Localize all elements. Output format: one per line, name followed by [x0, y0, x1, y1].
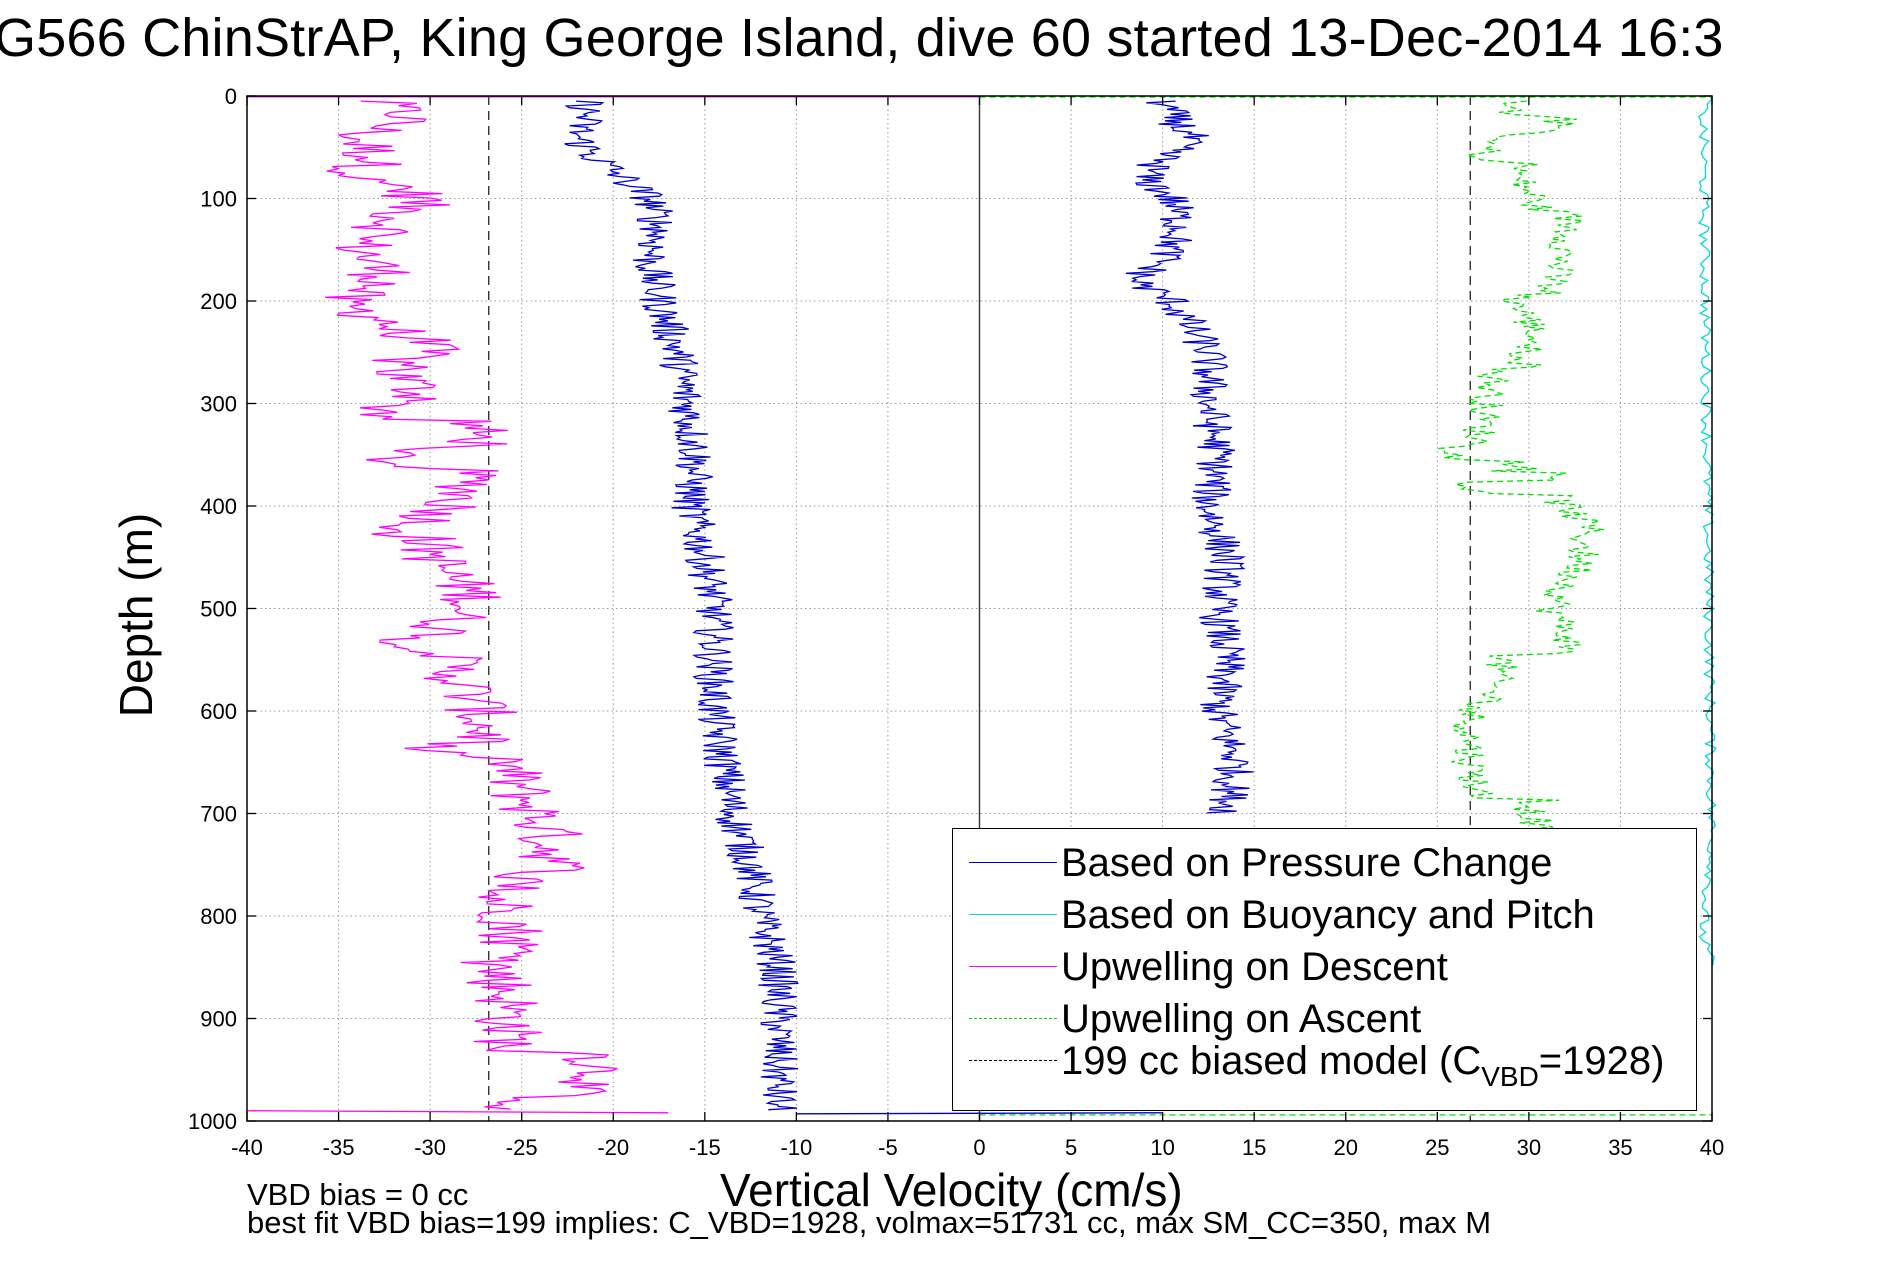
chart-title: G566 ChinStrAP, King George Island, dive… — [0, 8, 1724, 68]
x-tick-label: -35 — [323, 1135, 355, 1160]
legend-label-upwelling-ascent: Upwelling on Ascent — [1061, 997, 1422, 1041]
legend-item-model: 199 cc biased model (CVBD=1928) — [953, 1036, 1696, 1092]
x-axis-label: Vertical Velocity (cm/s) — [720, 1164, 1183, 1216]
legend-label-model-sub: VBD — [1481, 1061, 1539, 1092]
y-tick-label: 700 — [200, 802, 237, 827]
legend-label-model-prefix: 199 cc biased model (C — [1061, 1039, 1482, 1083]
legend-item-pressure: Based on Pressure Change — [953, 838, 1696, 888]
x-tick-label: 20 — [1334, 1135, 1358, 1160]
legend-swatch-model — [969, 1060, 1057, 1061]
legend-item-upwelling-descent: Upwelling on Descent — [953, 942, 1696, 992]
series-upwelling-descent — [325, 100, 618, 1110]
legend-item-buoyancy: Based on Buoyancy and Pitch — [953, 890, 1696, 940]
y-tick-label: 200 — [200, 289, 237, 314]
y-axis-label: Depth (m) — [110, 512, 162, 718]
x-tick-label: 40 — [1700, 1135, 1724, 1160]
y-tick-label: 800 — [200, 904, 237, 929]
x-tick-label: -40 — [231, 1135, 263, 1160]
legend-label-buoyancy: Based on Buoyancy and Pitch — [1061, 893, 1595, 937]
y-tick-label: 600 — [200, 699, 237, 724]
y-tick-label: 0 — [225, 84, 237, 109]
x-tick-label: 30 — [1517, 1135, 1541, 1160]
series-upwelling-descent-end — [246, 1110, 669, 1114]
legend-label-model-suffix: =1928) — [1538, 1039, 1665, 1083]
x-tick-label: -5 — [878, 1135, 898, 1160]
y-tick-label: 300 — [200, 392, 237, 417]
y-tick-label: 100 — [200, 187, 237, 212]
legend-label-upwelling-descent: Upwelling on Descent — [1061, 945, 1448, 989]
legend-swatch-upwelling-ascent — [969, 1018, 1057, 1019]
legend-swatch-buoyancy — [969, 914, 1057, 915]
y-tick-label: 500 — [200, 597, 237, 622]
legend-item-upwelling-ascent: Upwelling on Ascent — [953, 994, 1696, 1044]
legend-label-pressure: Based on Pressure Change — [1061, 841, 1553, 885]
series-pressure-ascent — [1125, 100, 1254, 814]
vbd-bias-footnote: VBD bias = 0 cc — [247, 1177, 469, 1212]
legend-label-model: 199 cc biased model (CVBD=1928) — [1061, 1036, 1664, 1102]
legend: Based on Pressure Change Based on Buoyan… — [952, 828, 1697, 1111]
x-tick-label: -25 — [506, 1135, 538, 1160]
axis-layer: -40 -35 -30 -25 -20 -15 -10 -5 0 5 10 15 20 25 30 35 400… — [188, 84, 1724, 1160]
y-tick-label: 400 — [200, 494, 237, 519]
x-tick-label: 5 — [1065, 1135, 1077, 1160]
x-tick-label: 35 — [1608, 1135, 1632, 1160]
y-tick-label: 1000 — [188, 1109, 237, 1134]
x-tick-label: 15 — [1242, 1135, 1266, 1160]
legend-swatch-pressure — [969, 862, 1057, 863]
series-pressure-descent — [564, 100, 799, 1111]
x-tick-label: -30 — [414, 1135, 446, 1160]
series-buoyancy-pitch — [1697, 95, 1717, 966]
x-tick-label: 25 — [1425, 1135, 1449, 1160]
x-tick-label: -15 — [689, 1135, 721, 1160]
x-tick-label: -10 — [780, 1135, 812, 1160]
legend-swatch-upwelling-descent — [969, 966, 1057, 967]
series-upwelling-ascent — [1437, 100, 1605, 833]
x-tick-label: -20 — [597, 1135, 629, 1160]
x-tick-label: 10 — [1150, 1135, 1174, 1160]
y-tick-label: 900 — [200, 1007, 237, 1032]
x-tick-label: 0 — [973, 1135, 985, 1160]
best-fit-footnote: best fit VBD bias=199 implies: C_VBD=192… — [247, 1205, 1492, 1240]
